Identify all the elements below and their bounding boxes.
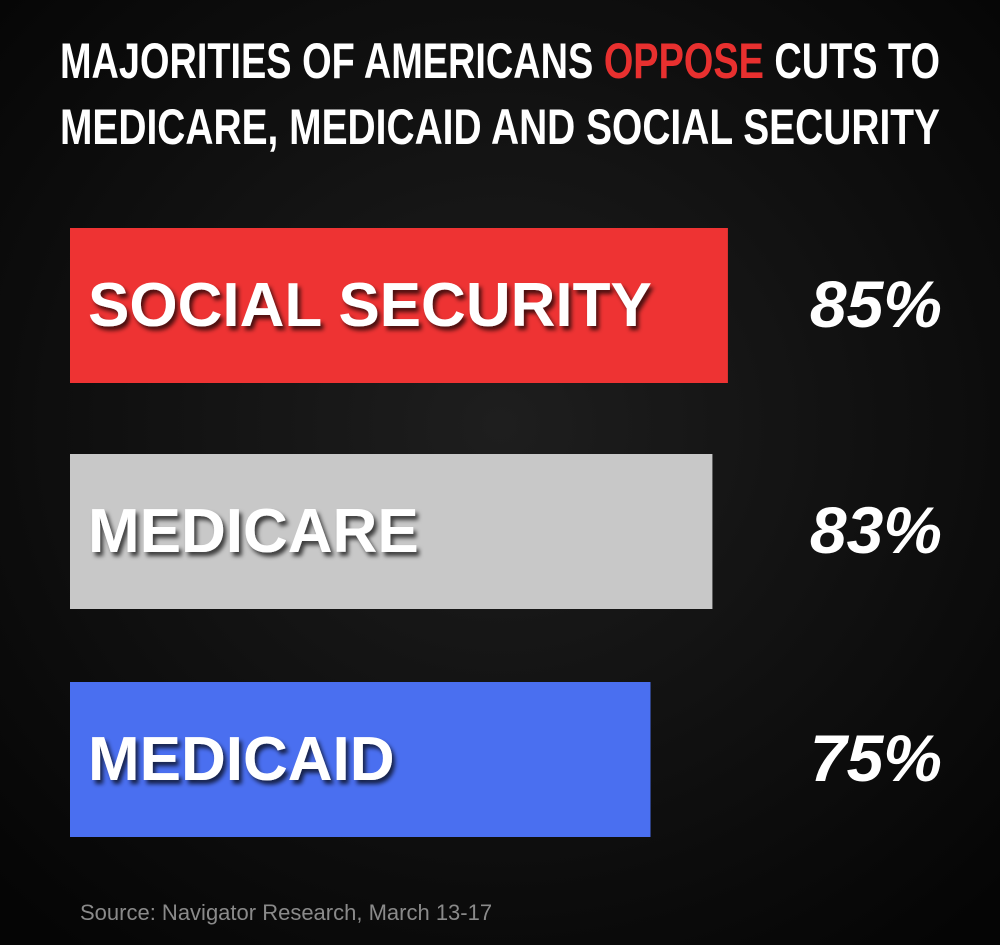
value-label: 83% [810,493,942,567]
source: Source: Navigator Research, March 13-17 [80,900,492,925]
category-label: MEDICAID [88,725,395,794]
chart-title: MEDICARE, MEDICAID AND SOCIAL SECURITY [60,99,940,155]
value-label: 75% [810,721,942,795]
title-segment: MAJORITIES OF AMERICANS [60,33,593,89]
value-label: 85% [810,267,942,341]
bar [70,454,713,609]
title-segment: OPPOSE [604,33,764,89]
bar [70,682,651,837]
chart-title: MAJORITIES OF AMERICANS OPPOSE CUTS TO [60,33,940,89]
category-label: MEDICARE [88,497,419,566]
title-segment: CUTS TO [774,33,940,89]
category-label: SOCIAL SECURITY [88,271,652,340]
bar [70,228,728,383]
